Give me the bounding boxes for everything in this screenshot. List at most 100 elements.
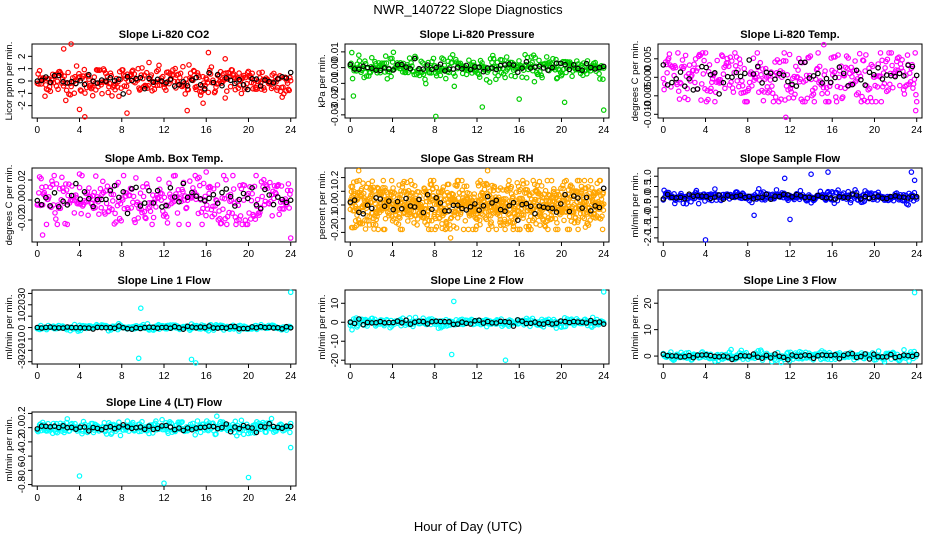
reference-point bbox=[116, 194, 122, 201]
data-point bbox=[720, 71, 727, 77]
x-tick-label: 8 bbox=[119, 371, 125, 382]
reference-point bbox=[171, 194, 178, 200]
data-point bbox=[886, 81, 893, 88]
reference-point bbox=[424, 191, 431, 198]
reference-point bbox=[386, 198, 392, 204]
reference-point bbox=[34, 197, 41, 204]
reference-point bbox=[274, 194, 281, 200]
data-point bbox=[554, 226, 561, 233]
data-point bbox=[524, 208, 531, 214]
data-point bbox=[203, 169, 210, 175]
y-tick-label: -0.2 bbox=[330, 223, 341, 241]
x-tick-label: 20 bbox=[556, 249, 568, 260]
reference-point bbox=[669, 79, 675, 86]
data-point bbox=[132, 219, 138, 226]
data-point bbox=[600, 201, 607, 207]
data-point bbox=[389, 55, 395, 62]
data-point bbox=[210, 203, 216, 210]
reference-point bbox=[789, 194, 795, 200]
x-tick-label: 8 bbox=[432, 125, 438, 136]
x-tick-label: 8 bbox=[745, 371, 751, 382]
reference-point bbox=[55, 203, 62, 210]
data-point bbox=[280, 206, 287, 212]
data-point bbox=[447, 235, 454, 241]
data-point bbox=[399, 226, 406, 233]
data-point bbox=[63, 187, 70, 193]
reference-points bbox=[347, 316, 607, 329]
reference-point bbox=[287, 69, 294, 76]
data-point bbox=[804, 95, 811, 102]
data-point bbox=[831, 69, 838, 76]
data-point bbox=[275, 181, 282, 188]
data-point bbox=[437, 203, 444, 210]
y-axis-label: ml/min per min. bbox=[4, 295, 15, 360]
data-point bbox=[161, 194, 168, 201]
reference-point bbox=[407, 321, 414, 327]
data-point bbox=[359, 220, 366, 227]
reference-point bbox=[141, 85, 148, 92]
x-tick-label: 24 bbox=[598, 125, 610, 136]
x-tick-label: 16 bbox=[827, 249, 839, 260]
reference-point bbox=[210, 79, 217, 86]
reference-point bbox=[806, 352, 813, 359]
reference-point bbox=[223, 75, 230, 81]
data-point bbox=[173, 191, 179, 197]
y-tick-label: 1 bbox=[17, 65, 28, 71]
data-point bbox=[600, 107, 607, 113]
data-point bbox=[899, 56, 905, 63]
reference-point bbox=[570, 62, 577, 68]
data-point bbox=[532, 196, 539, 203]
data-point bbox=[222, 55, 229, 62]
x-tick-label: 4 bbox=[390, 125, 396, 136]
data-point bbox=[488, 223, 495, 230]
data-point bbox=[388, 73, 394, 80]
data-point bbox=[451, 83, 458, 90]
y-tick-label: 0 bbox=[330, 319, 341, 325]
data-point bbox=[430, 185, 436, 192]
data-point bbox=[358, 185, 365, 192]
data-point bbox=[555, 191, 562, 198]
reference-point bbox=[347, 199, 354, 205]
panel-title: Slope Line 1 Flow bbox=[118, 275, 211, 287]
data-point bbox=[739, 78, 745, 84]
x-tick-label: 4 bbox=[703, 371, 709, 382]
data-point bbox=[81, 66, 88, 73]
data-point bbox=[520, 212, 527, 218]
data-point bbox=[287, 77, 294, 84]
reference-points bbox=[347, 55, 607, 76]
data-point bbox=[362, 226, 369, 232]
reference-point bbox=[232, 203, 238, 209]
reference-point bbox=[279, 196, 285, 203]
data-point bbox=[139, 65, 145, 71]
data-point bbox=[513, 189, 520, 196]
reference-point bbox=[270, 201, 277, 208]
reference-point bbox=[772, 351, 778, 357]
data-point bbox=[483, 216, 490, 223]
reference-point bbox=[776, 193, 783, 200]
data-point bbox=[93, 173, 99, 179]
reference-point bbox=[711, 70, 718, 76]
x-tick-label: 8 bbox=[432, 249, 438, 260]
data-point bbox=[192, 360, 199, 366]
data-point bbox=[785, 95, 792, 101]
data-point bbox=[911, 76, 918, 83]
data-point bbox=[117, 432, 124, 439]
reference-point bbox=[467, 204, 474, 210]
data-point bbox=[259, 193, 266, 200]
data-point bbox=[154, 82, 161, 89]
data-point bbox=[217, 215, 223, 222]
reference-point bbox=[283, 199, 290, 206]
data-point bbox=[218, 220, 225, 227]
data-point bbox=[208, 64, 215, 70]
data-point bbox=[708, 85, 714, 92]
x-tick-label: 12 bbox=[158, 125, 170, 136]
reference-point bbox=[433, 195, 440, 201]
data-point bbox=[755, 186, 762, 192]
data-point bbox=[374, 213, 380, 220]
data-point bbox=[575, 217, 582, 223]
reference-point bbox=[454, 202, 461, 209]
data-point bbox=[372, 222, 379, 228]
reference-point bbox=[862, 193, 869, 200]
data-point bbox=[787, 216, 793, 223]
